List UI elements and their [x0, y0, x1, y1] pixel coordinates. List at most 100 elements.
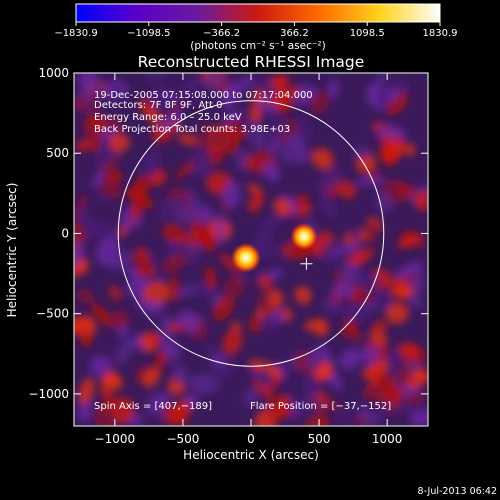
- heatmap-blob: [230, 321, 241, 333]
- x-tick-label: 500: [308, 432, 331, 446]
- heatmap-blob: [377, 86, 390, 112]
- heatmap-blob: [307, 354, 321, 371]
- heatmap-blob: [74, 241, 85, 268]
- heatmap-blob: [407, 279, 426, 291]
- heatmap-blob: [213, 361, 238, 379]
- heatmap-blob: [76, 207, 90, 222]
- heatmap-blob: [75, 139, 93, 151]
- heatmap-blob: [258, 273, 272, 292]
- heatmap-blob: [135, 299, 164, 313]
- heatmap-blob: [171, 234, 204, 244]
- heatmap-blob: [397, 342, 420, 357]
- y-tick-label: 0: [61, 226, 69, 240]
- heatmap-blob: [267, 267, 284, 280]
- heatmap-blob: [83, 100, 94, 111]
- heatmap-blob: [328, 78, 339, 99]
- heatmap-blob: [359, 272, 380, 293]
- info-line-detectors: Detectors: 7F 8F 9F, Att 0: [94, 100, 222, 111]
- heatmap-blob: [147, 90, 172, 108]
- x-tick-label: −500: [166, 432, 199, 446]
- heatmap-blob: [108, 285, 122, 301]
- heatmap-blob: [178, 76, 198, 101]
- colorbar-tick-label: −366.2: [203, 28, 240, 39]
- heatmap-blob: [124, 265, 150, 287]
- heatmap-blob: [204, 266, 217, 290]
- heatmap-blob: [271, 310, 285, 323]
- heatmap-blob: [268, 132, 281, 158]
- heatmap-blob: [160, 344, 177, 353]
- heatmap-blob: [213, 296, 235, 321]
- heatmap-blob: [317, 176, 335, 194]
- heatmap-blob: [397, 233, 424, 249]
- x-tick-label: 1000: [372, 432, 403, 446]
- colorbar: [75, 3, 441, 23]
- heatmap-blob: [214, 212, 226, 245]
- heatmap-blob: [303, 371, 320, 396]
- heatmap-blob: [74, 223, 87, 245]
- heatmap-blob: [409, 408, 428, 426]
- heatmap-blob: [328, 302, 344, 315]
- heatmap-blob: [247, 183, 262, 194]
- heatmap-blob: [393, 77, 410, 94]
- heatmap-blob: [340, 262, 360, 286]
- heatmap-blob: [118, 225, 127, 237]
- heatmap-blob: [346, 400, 362, 412]
- heatmap-blob: [154, 348, 167, 373]
- heatmap-blob: [95, 237, 120, 267]
- heatmap-blob: [141, 148, 161, 178]
- heatmap-blob: [368, 359, 382, 391]
- solar-limb: [117, 100, 385, 367]
- heatmap-blob: [338, 181, 357, 199]
- heatmap-blob: [86, 114, 107, 132]
- colorbar-tick-label: −1098.5: [127, 28, 170, 39]
- flare-position-label: Flare Position = [−37,−152]: [250, 401, 391, 412]
- colorbar-units: (photons cm⁻² s⁻¹ asec⁻²): [190, 40, 325, 52]
- heatmap-blob: [78, 73, 99, 91]
- heatmap-blob: [185, 393, 199, 409]
- heatmap-blob: [168, 253, 187, 269]
- spin-axis-label: Spin Axis = [407,−189]: [94, 401, 212, 412]
- heatmap-blob: [157, 314, 176, 345]
- heatmap-blob: [110, 85, 127, 104]
- heatmap-blob: [158, 196, 186, 221]
- colorbar-tick-label: 1098.5: [350, 28, 385, 39]
- heatmap-blob: [319, 240, 343, 265]
- heatmap-blob: [106, 169, 123, 184]
- heatmap-blob: [311, 148, 334, 170]
- heatmap-blob: [404, 143, 416, 156]
- heatmap-blob: [267, 120, 288, 137]
- y-tick-label: −1000: [28, 387, 69, 401]
- heatmap-blob: [372, 320, 388, 332]
- heatmap-blob: [385, 302, 409, 324]
- heatmap-blob: [294, 285, 312, 305]
- heatmap-blob: [260, 368, 272, 387]
- heatmap-blob: [111, 250, 126, 271]
- heatmap-blob: [361, 387, 389, 401]
- heatmap-blob: [257, 214, 284, 235]
- heatmap-blob: [274, 92, 294, 114]
- heatmap-blob: [142, 367, 160, 388]
- heatmap-blob: [365, 219, 380, 244]
- heatmap-blob: [258, 78, 278, 100]
- spin-axis-crosshair: [300, 257, 313, 270]
- heatmap-blob: [348, 286, 363, 303]
- info-line-energy: Energy Range: 6.0 – 25.0 keV: [94, 112, 242, 123]
- heatmap-blob: [175, 284, 201, 298]
- heatmap-blob: [191, 146, 213, 172]
- heatmap-blob: [295, 203, 313, 217]
- x-tick-label: −1000: [95, 432, 136, 446]
- heatmap-blob: [97, 193, 107, 203]
- heatmap-blob: [335, 412, 354, 425]
- heatmap-blob: [177, 310, 200, 333]
- heatmap-blob: [377, 401, 393, 416]
- heatmap-blob: [375, 191, 393, 212]
- heatmap-blob: [172, 364, 189, 386]
- heatmap-blob: [222, 329, 243, 355]
- heatmap-blob: [110, 310, 130, 330]
- heatmap-blob: [257, 96, 271, 109]
- heatmap-blob: [143, 100, 153, 112]
- heatmap-blob: [145, 392, 163, 417]
- heatmap-blob: [332, 281, 355, 299]
- heatmap-blob: [80, 331, 93, 348]
